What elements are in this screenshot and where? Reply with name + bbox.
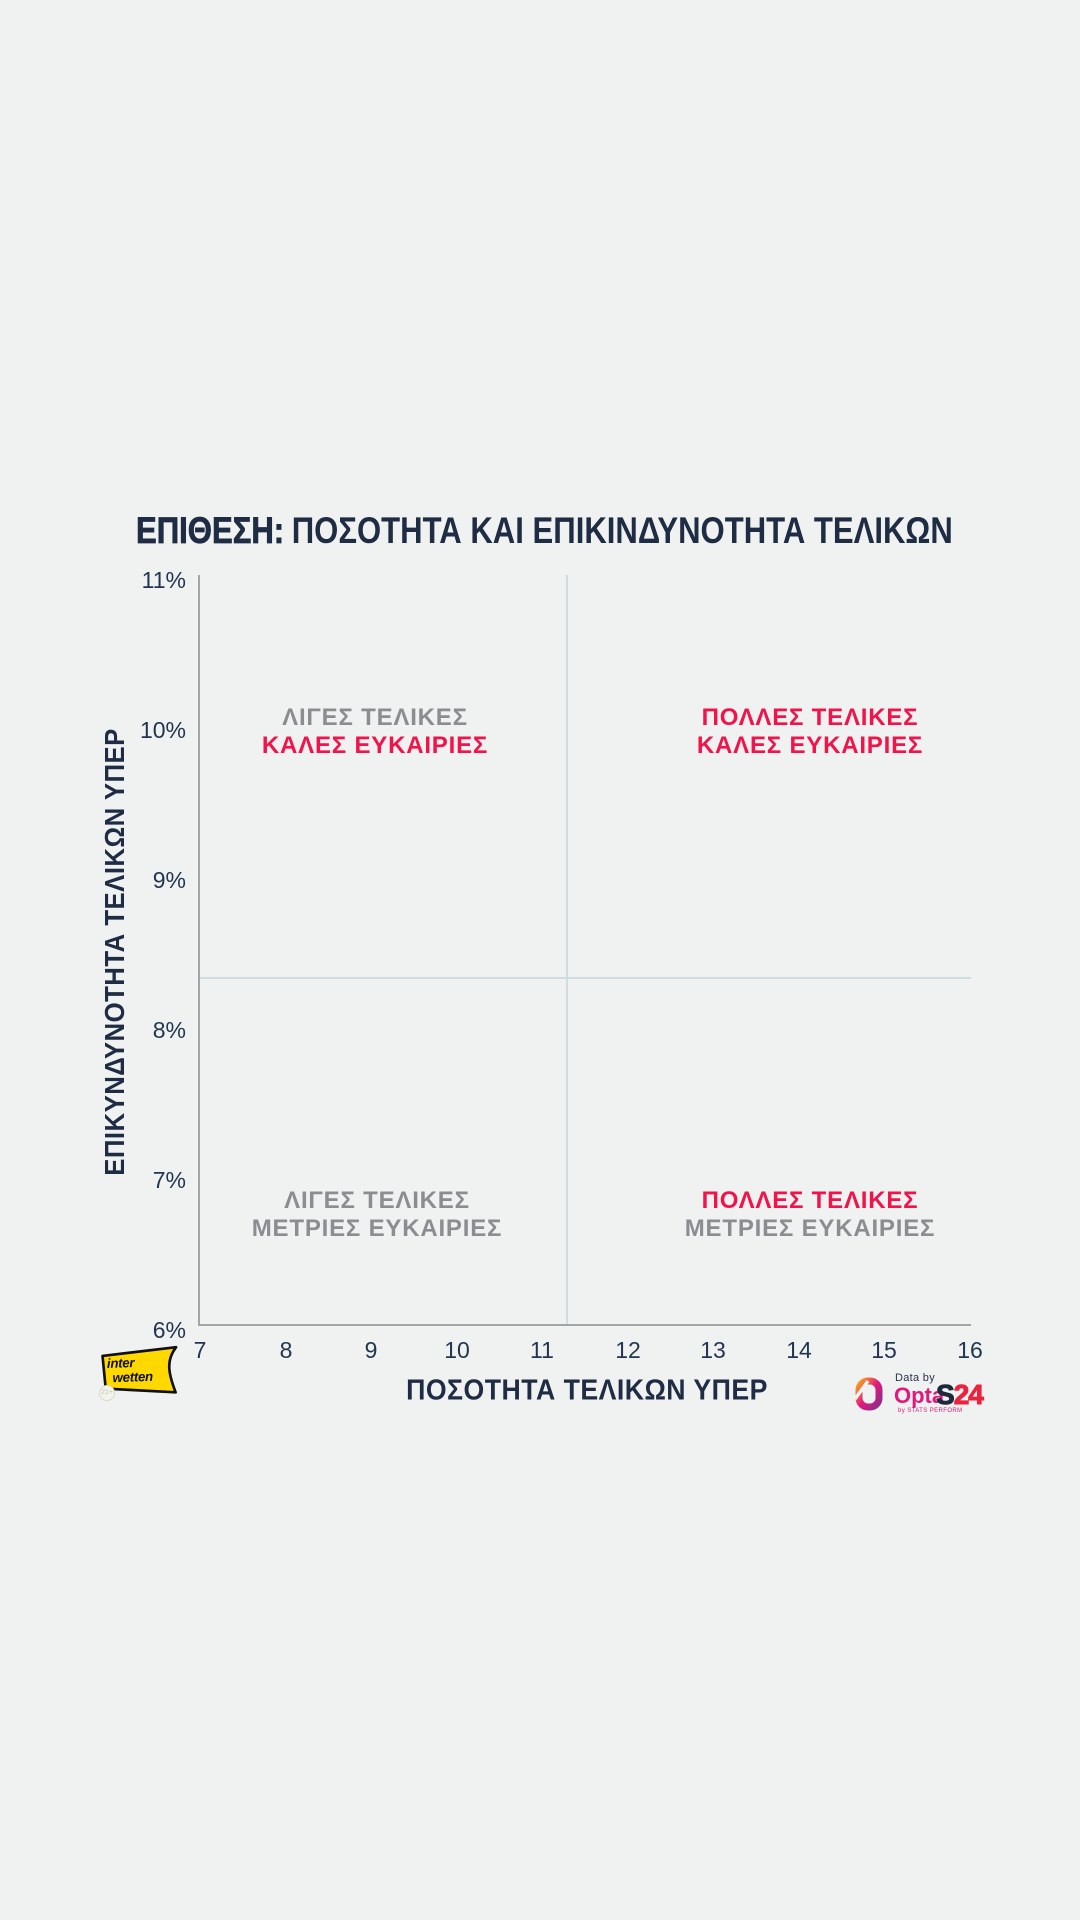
quadrant-label-bottom-left: ΛΙΓΕΣ ΤΕΛΙΚΕΣ ΜΕΤΡΙΕΣ ΕΥΚΑΙΡΙΕΣ [212, 1187, 542, 1243]
y-tick-6: 6% [152, 1317, 186, 1343]
sport24-logo: S24 [936, 1379, 985, 1411]
x-tick-16: 16 [957, 1337, 983, 1363]
x-tick-15: 15 [871, 1337, 897, 1363]
y-tick-7: 7% [152, 1167, 186, 1193]
opta-stats-perform-text: by STATS PERFORM [898, 1408, 963, 1414]
quadrant-tr-line1: ΠΟΛΛΕΣ ΤΕΛΙΚΕΣ [701, 704, 919, 731]
interwetten-logo: inter wetten [101, 1345, 178, 1394]
opta-data-by-text: Data by [895, 1372, 936, 1384]
chart-title-prefix: ΕΠΙΘΕΣΗ: [136, 510, 285, 552]
y-axis-line [198, 575, 200, 1325]
quadrant-bl-line1: ΛΙΓΕΣ ΤΕΛΙΚΕΣ [284, 1187, 470, 1214]
quadrant-label-bottom-right: ΠΟΛΛΕΣ ΤΕΛΙΚΕΣ ΜΕΤΡΙΕΣ ΕΥΚΑΙΡΙΕΣ [645, 1187, 975, 1243]
y-axis-label: ΕΠΙΚΥΝΔΥΝΟΤΗΤΑ ΤΕΛΙΚΩΝ ΥΠΕΡ [99, 728, 130, 1176]
opta-icon [854, 1377, 883, 1411]
quadrant-tl-line1: ΛΙΓΕΣ ΤΕΛΙΚΕΣ [282, 704, 468, 731]
quadrant-bl-line2: ΜΕΤΡΙΕΣ ΕΥΚΑΙΡΙΕΣ [251, 1215, 503, 1242]
x-axis-label: ΠΟΣΟΤΗΤΑ ΤΕΛΙΚΩΝ ΥΠΕΡ [406, 1374, 768, 1407]
opta-lockup: Data by Opta by STATS PERFORM [854, 1370, 962, 1415]
y-tick-9: 9% [152, 867, 186, 893]
quadrant-label-top-right: ΠΟΛΛΕΣ ΤΕΛΙΚΕΣ ΚΑΛΕΣ ΕΥΚΑΙΡΙΕΣ [645, 704, 975, 760]
chart-title: ΕΠΙΘΕΣΗ: ΠΟΣΟΤΗΤΑ ΚΑΙ ΕΠΙΚΙΝΔΥΝΟΤΗΤΑ ΤΕΛΙ… [136, 510, 953, 552]
interwetten-banner-shape [101, 1345, 178, 1394]
y-tick-11: 11% [141, 567, 186, 593]
x-tick-7: 7 [193, 1337, 207, 1363]
quadrant-tl-line2: ΚΑΛΕΣ ΕΥΚΑΙΡΙΕΣ [261, 732, 489, 759]
y-tick-8: 8% [152, 1017, 186, 1043]
quadrant-label-top-left: ΛΙΓΕΣ ΤΕΛΙΚΕΣ ΚΑΛΕΣ ΕΥΚΑΙΡΙΕΣ [210, 704, 540, 760]
chart-title-rest: ΠΟΣΟΤΗΤΑ ΚΑΙ ΕΠΙΚΙΝΔΥΝΟΤΗΤΑ ΤΕΛΙΚΩΝ [291, 510, 953, 551]
opta-wordmark: Opta [894, 1383, 945, 1408]
x-tick-8: 8 [279, 1337, 293, 1363]
x-tick-9: 9 [364, 1337, 378, 1363]
x-tick-10: 10 [444, 1337, 470, 1363]
age-21-badge: 21+ [99, 1385, 115, 1401]
quadrant-divider-horizontal [200, 977, 971, 979]
quadrant-br-line1: ΠΟΛΛΕΣ ΤΕΛΙΚΕΣ [701, 1187, 919, 1214]
x-tick-11: 11 [530, 1337, 554, 1363]
x-tick-13: 13 [700, 1337, 726, 1363]
sport24-logo-24: 24 [953, 1379, 984, 1411]
x-tick-14: 14 [786, 1337, 812, 1363]
x-axis-line [198, 1324, 971, 1326]
interwetten-word-wetten: wetten [112, 1369, 153, 1385]
quadrant-tr-line2: ΚΑΛΕΣ ΕΥΚΑΙΡΙΕΣ [696, 732, 924, 759]
interwetten-word-inter: inter [107, 1355, 136, 1371]
quadrant-br-line2: ΜΕΤΡΙΕΣ ΕΥΚΑΙΡΙΕΣ [684, 1215, 936, 1242]
quadrant-divider-vertical [566, 575, 568, 1324]
y-tick-10: 10% [139, 717, 186, 743]
x-tick-12: 12 [615, 1337, 641, 1363]
sport24-logo-s: S [936, 1379, 956, 1411]
